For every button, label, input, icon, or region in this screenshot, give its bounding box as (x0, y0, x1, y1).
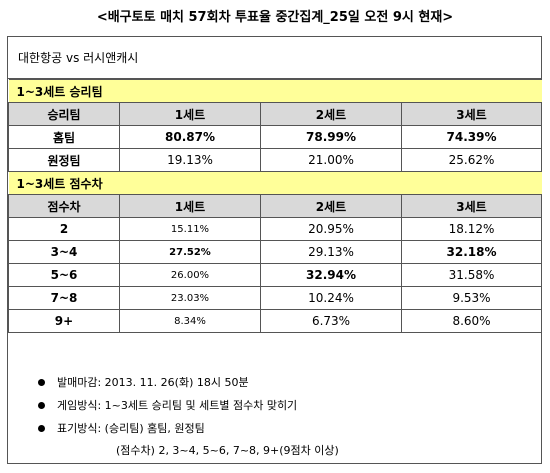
value-cell: 32.94% (260, 263, 402, 287)
results-frame: 대한항공 vs 러시앤캐시 1~3세트 승리팀 승리팀 1세트 2세트 3세트 … (7, 36, 543, 464)
bullet-icon (38, 378, 45, 386)
table-row: 7~8 23.03% 10.24% 9.53% (8, 286, 543, 310)
note-item: 표기방식: (승리팀) 홈팀, 원정팀 (38, 421, 205, 437)
score-header-row: 점수차 1세트 2세트 3세트 (8, 194, 543, 218)
row-label: 3~4 (8, 240, 120, 264)
value-cell: 9.53% (400, 286, 543, 310)
row-label: 2 (8, 217, 120, 241)
header-cell: 3세트 (400, 102, 543, 126)
value-cell: 21.00% (260, 148, 402, 172)
row-label: 원정팀 (8, 148, 120, 172)
value-cell: 29.13% (260, 240, 402, 264)
value-cell: 27.52% (119, 240, 261, 264)
value-cell: 80.87% (119, 125, 261, 149)
row-label: 9+ (8, 309, 120, 333)
note-text: 표기방식: (승리팀) 홈팀, 원정팀 (57, 422, 205, 435)
value-cell: 19.13% (119, 148, 261, 172)
winner-section-row: 1~3세트 승리팀 (8, 79, 542, 103)
value-cell: 20.95% (260, 217, 402, 241)
value-cell: 26.00% (119, 263, 261, 287)
value-cell: 8.34% (119, 309, 261, 333)
value-cell: 25.62% (400, 148, 543, 172)
score-diff-table: 1~3세트 점수차 점수차 1세트 2세트 3세트 2 15.11% 20.95… (8, 171, 543, 333)
header-cell: 1세트 (119, 194, 261, 218)
header-cell: 점수차 (8, 194, 120, 218)
header-cell: 승리팀 (8, 102, 120, 126)
row-label: 7~8 (8, 286, 120, 310)
value-cell: 23.03% (119, 286, 261, 310)
note-item: 게임방식: 1~3세트 승리팀 및 세트별 점수차 맞히기 (38, 398, 297, 414)
row-label: 5~6 (8, 263, 120, 287)
value-cell: 6.73% (260, 309, 402, 333)
value-cell: 32.18% (400, 240, 543, 264)
table-row: 홈팀 80.87% 78.99% 74.39% (8, 125, 543, 149)
table-row: 2 15.11% 20.95% 18.12% (8, 217, 543, 241)
note-item: 발매마감: 2013. 11. 26(화) 18시 50분 (38, 375, 249, 391)
table-row: 3~4 27.52% 29.13% 32.18% (8, 240, 543, 264)
page-title: <배구토토 매치 57회차 투표율 중간집계_25일 오전 9시 현재> (96, 10, 454, 25)
winner-table: 1~3세트 승리팀 승리팀 1세트 2세트 3세트 홈팀 80.87% 78.9… (8, 79, 543, 172)
value-cell: 78.99% (260, 125, 402, 149)
score-section-row: 1~3세트 점수차 (8, 171, 542, 195)
row-label: 홈팀 (8, 125, 120, 149)
value-cell: 8.60% (400, 309, 543, 333)
value-cell: 18.12% (400, 217, 543, 241)
value-cell: 74.39% (400, 125, 543, 149)
header-cell: 2세트 (260, 102, 402, 126)
score-section-title: 1~3세트 점수차 (8, 171, 542, 195)
winner-header-row: 승리팀 1세트 2세트 3세트 (8, 102, 543, 126)
header-cell: 1세트 (119, 102, 261, 126)
header-cell: 2세트 (260, 194, 402, 218)
notes-block: 발매마감: 2013. 11. 26(화) 18시 50분 게임방식: 1~3세… (8, 371, 541, 463)
value-cell: 15.11% (119, 217, 261, 241)
table-row: 9+ 8.34% 6.73% 8.60% (8, 309, 543, 333)
bullet-icon (38, 401, 45, 409)
table-row: 원정팀 19.13% 21.00% 25.62% (8, 148, 543, 172)
header-cell: 3세트 (400, 194, 543, 218)
value-cell: 31.58% (400, 263, 543, 287)
value-cell: 10.24% (260, 286, 402, 310)
table-row: 5~6 26.00% 32.94% 31.58% (8, 263, 543, 287)
note-continuation: (점수차) 2, 3~4, 5~6, 7~8, 9+(9점차 이상) (116, 444, 339, 457)
note-text: 발매마감: 2013. 11. 26(화) 18시 50분 (57, 376, 249, 389)
note-text: 게임방식: 1~3세트 승리팀 및 세트별 점수차 맞히기 (57, 399, 298, 412)
bullet-icon (38, 424, 45, 432)
winner-section-title: 1~3세트 승리팀 (8, 79, 542, 103)
match-name: 대한항공 vs 러시앤캐시 (8, 37, 541, 79)
